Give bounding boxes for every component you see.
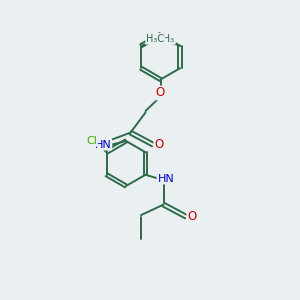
Text: HN: HN: [94, 140, 111, 150]
Text: O: O: [188, 210, 196, 223]
Text: CH₃: CH₃: [157, 34, 175, 44]
Text: Cl: Cl: [86, 136, 97, 146]
Text: HN: HN: [158, 173, 174, 184]
Text: O: O: [156, 86, 165, 100]
Text: H₃C: H₃C: [146, 34, 164, 44]
Text: O: O: [154, 138, 164, 151]
